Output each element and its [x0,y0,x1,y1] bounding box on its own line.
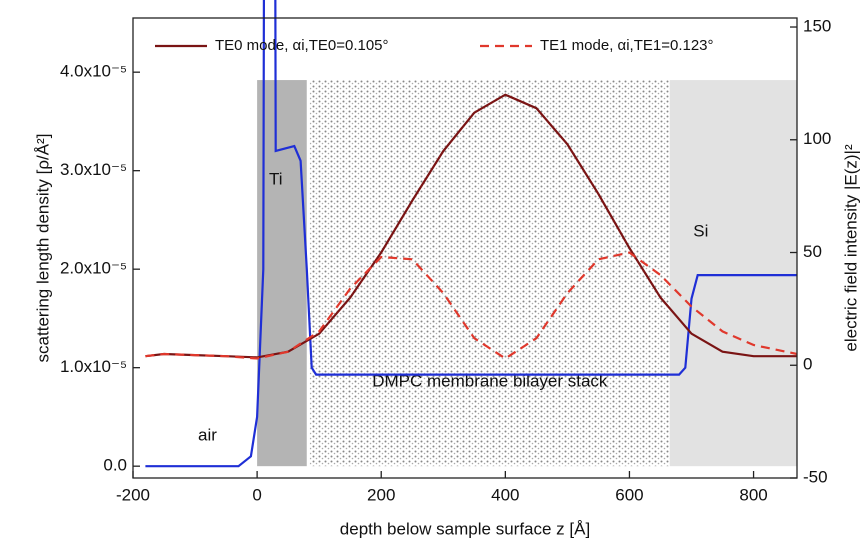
y2-tick-label: 150 [803,17,831,36]
y-tick-label: 0.0 [103,456,127,475]
x-tick-label: -200 [116,485,150,504]
x-tick-label: 600 [615,485,643,504]
series-line [145,251,798,360]
legend-label: TE1 mode, αi,TE1=0.123° [540,37,714,54]
x-tick-label: 200 [367,485,395,504]
x-tick-label: 400 [491,485,519,504]
annotation: air [198,425,217,444]
x-axis-label: depth below sample surface z [Å] [340,519,590,538]
y2-tick-label: 0 [803,355,812,374]
legend-label: TE0 mode, αi,TE0=0.105° [215,37,389,54]
y-tick-label: 4.0x10⁻⁵ [60,62,127,81]
region-label: DMPC membrane bilayer stack [372,371,608,390]
y-axis-label: scattering length density [ρ/Å²] [33,134,52,363]
region-label: Si [693,221,708,240]
y-tick-label: 2.0x10⁻⁵ [60,259,127,278]
plot-frame [132,17,798,479]
region-label: Ti [269,169,283,188]
x-tick-label: 800 [739,485,767,504]
series-line [145,0,797,468]
region [257,80,307,467]
y-tick-label: 1.0x10⁻⁵ [60,357,127,376]
y2-tick-label: -50 [803,467,828,486]
y2-tick-label: 50 [803,242,822,261]
x-tick-label: 0 [252,485,261,504]
region [309,80,670,467]
y2-axis-label: electric field intensity |E(z)|² [841,144,860,352]
y-tick-label: 3.0x10⁻⁵ [60,160,127,179]
region [669,80,797,467]
y2-tick-label: 100 [803,129,831,148]
